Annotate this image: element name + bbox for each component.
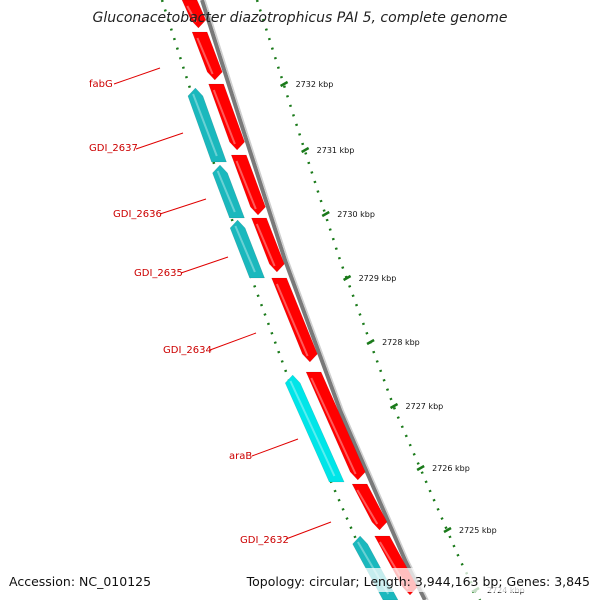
- gene-label-1: fabG: [89, 79, 113, 90]
- ruler-tick-2: [301, 146, 310, 154]
- gene-label-7: GDI_2632: [240, 535, 289, 546]
- accession-text: Accession: NC_010125: [9, 574, 152, 589]
- reverse-gene-2-shape: [212, 164, 245, 219]
- inner-tick-ring: [160, 0, 387, 600]
- gene-label-4: GDI_2635: [134, 268, 183, 279]
- reverse-gene-1-highlight: [192, 93, 218, 157]
- ruler-label-6: 2727 kbp: [406, 402, 444, 411]
- gene-label-line-7: [285, 521, 332, 540]
- forward-gene-4-highlight: [235, 160, 257, 210]
- forward-gene-6-shape: [271, 277, 318, 363]
- ruler-tick-7: [416, 464, 425, 472]
- forward-gene-3: [208, 83, 245, 151]
- gene-label-3: GDI_2636: [113, 209, 162, 220]
- forward-gene-8-highlight: [356, 489, 379, 525]
- forward-gene-3-shape: [208, 83, 245, 151]
- gene-label-5: GDI_2634: [163, 345, 212, 356]
- gene-label-line-2: [135, 132, 184, 150]
- ruler-label-3: 2730 kbp: [337, 210, 375, 219]
- ruler-label-1: 2732 kbp: [296, 80, 334, 89]
- forward-gene-6: [271, 277, 318, 363]
- forward-gene-8: [351, 483, 388, 531]
- ruler-tick-6: [389, 402, 399, 410]
- gene-label-line-3: [159, 198, 207, 215]
- reverse-gene-2-highlight: [216, 170, 236, 213]
- forward-gene-4: [230, 154, 266, 216]
- reverse-gene-2: [212, 164, 245, 219]
- map-title: Gluconacetobacter diazotrophicus PAI 5, …: [92, 10, 508, 26]
- gene-label-line-6: [251, 438, 299, 457]
- ruler-tick-1: [279, 80, 289, 88]
- ruler-tick-8: [443, 526, 452, 534]
- reverse-gene-4-shape: [284, 374, 345, 483]
- reverse-gene-3-highlight: [234, 225, 256, 273]
- forward-gene-1: [181, 0, 207, 29]
- reverse-gene-3: [229, 219, 265, 279]
- ruler-label-5: 2728 kbp: [382, 338, 420, 347]
- forward-gene-2: [191, 31, 223, 81]
- forward-gene-5-highlight: [255, 223, 276, 267]
- ruler-label-4: 2729 kbp: [359, 274, 397, 283]
- genome-summary-text: Topology: circular; Length: 3,944,163 bp…: [246, 574, 590, 589]
- gene-label-6: araB: [229, 451, 252, 462]
- reverse-gene-3-shape: [229, 219, 265, 279]
- forward-gene-7-shape: [305, 371, 366, 481]
- forward-gene-1-highlight: [186, 5, 197, 23]
- forward-gene-1-shape: [181, 0, 207, 29]
- outer-tick-ring: [255, 0, 482, 600]
- reverse-gene-4: [284, 374, 345, 483]
- gene-label-line-5: [209, 332, 257, 351]
- genome-backbone: [200, 0, 427, 600]
- ruler-label-2: 2731 kbp: [317, 146, 355, 155]
- forward-gene-2-shape: [191, 31, 223, 81]
- forward-gene-5-shape: [251, 217, 285, 273]
- forward-gene-7-highlight: [310, 377, 357, 475]
- forward-gene-5: [251, 217, 285, 273]
- ruler-label-7: 2726 kbp: [432, 464, 470, 473]
- gene-label-2: GDI_2637: [89, 143, 138, 154]
- ruler-tick-3: [321, 210, 330, 218]
- forward-gene-7: [305, 371, 366, 481]
- gene-label-line-1: [113, 67, 161, 85]
- ruler-tick-4: [342, 274, 352, 282]
- reverse-gene-4-highlight: [289, 380, 336, 477]
- forward-gene-2-highlight: [196, 37, 214, 75]
- footer-band: [0, 568, 600, 592]
- reverse-gene-1: [187, 87, 227, 163]
- ruler-label-8: 2725 kbp: [459, 526, 497, 535]
- gene-label-line-4: [180, 256, 229, 274]
- forward-gene-4-shape: [230, 154, 266, 216]
- forward-gene-3-highlight: [212, 89, 236, 145]
- ruler-tick-5: [366, 338, 375, 346]
- reverse-gene-1-shape: [187, 87, 227, 163]
- forward-gene-8-shape: [351, 483, 388, 531]
- genome-backbone-shadow: [204, 0, 429, 600]
- forward-gene-6-highlight: [275, 283, 309, 357]
